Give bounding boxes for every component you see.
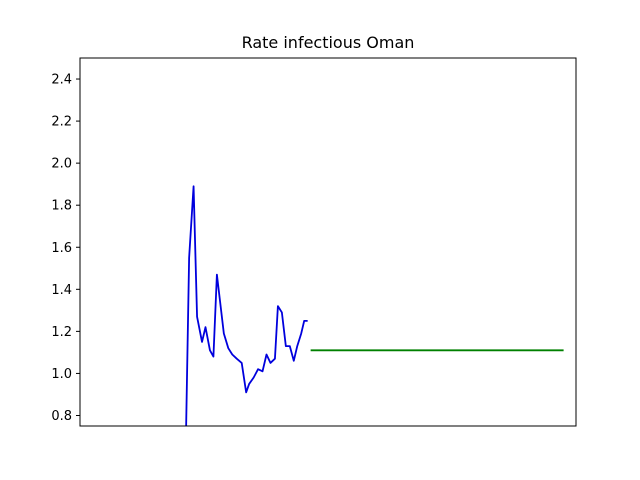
y-tick-label: 1.4 <box>51 283 72 298</box>
y-tick-label: 1.6 <box>51 241 72 256</box>
plot-frame <box>79 57 577 427</box>
series-line-1 <box>185 185 308 426</box>
y-tick-label: 2.2 <box>51 115 72 130</box>
y-tick-label: 1.2 <box>51 325 72 340</box>
chart-title: Rate infectious Oman <box>242 33 415 52</box>
y-tick-label: 2.4 <box>51 73 72 88</box>
y-tick-label: 1.8 <box>51 199 72 214</box>
y-tick-label: 0.8 <box>51 409 72 424</box>
series-layer <box>185 185 564 426</box>
y-tick-label: 2.0 <box>51 157 72 172</box>
y-tick-label: 1.0 <box>51 367 72 382</box>
y-axis-ticks: 0.8 1.0 1.2 1.4 1.6 1.8 2.0 2.2 2.4 <box>51 73 80 424</box>
